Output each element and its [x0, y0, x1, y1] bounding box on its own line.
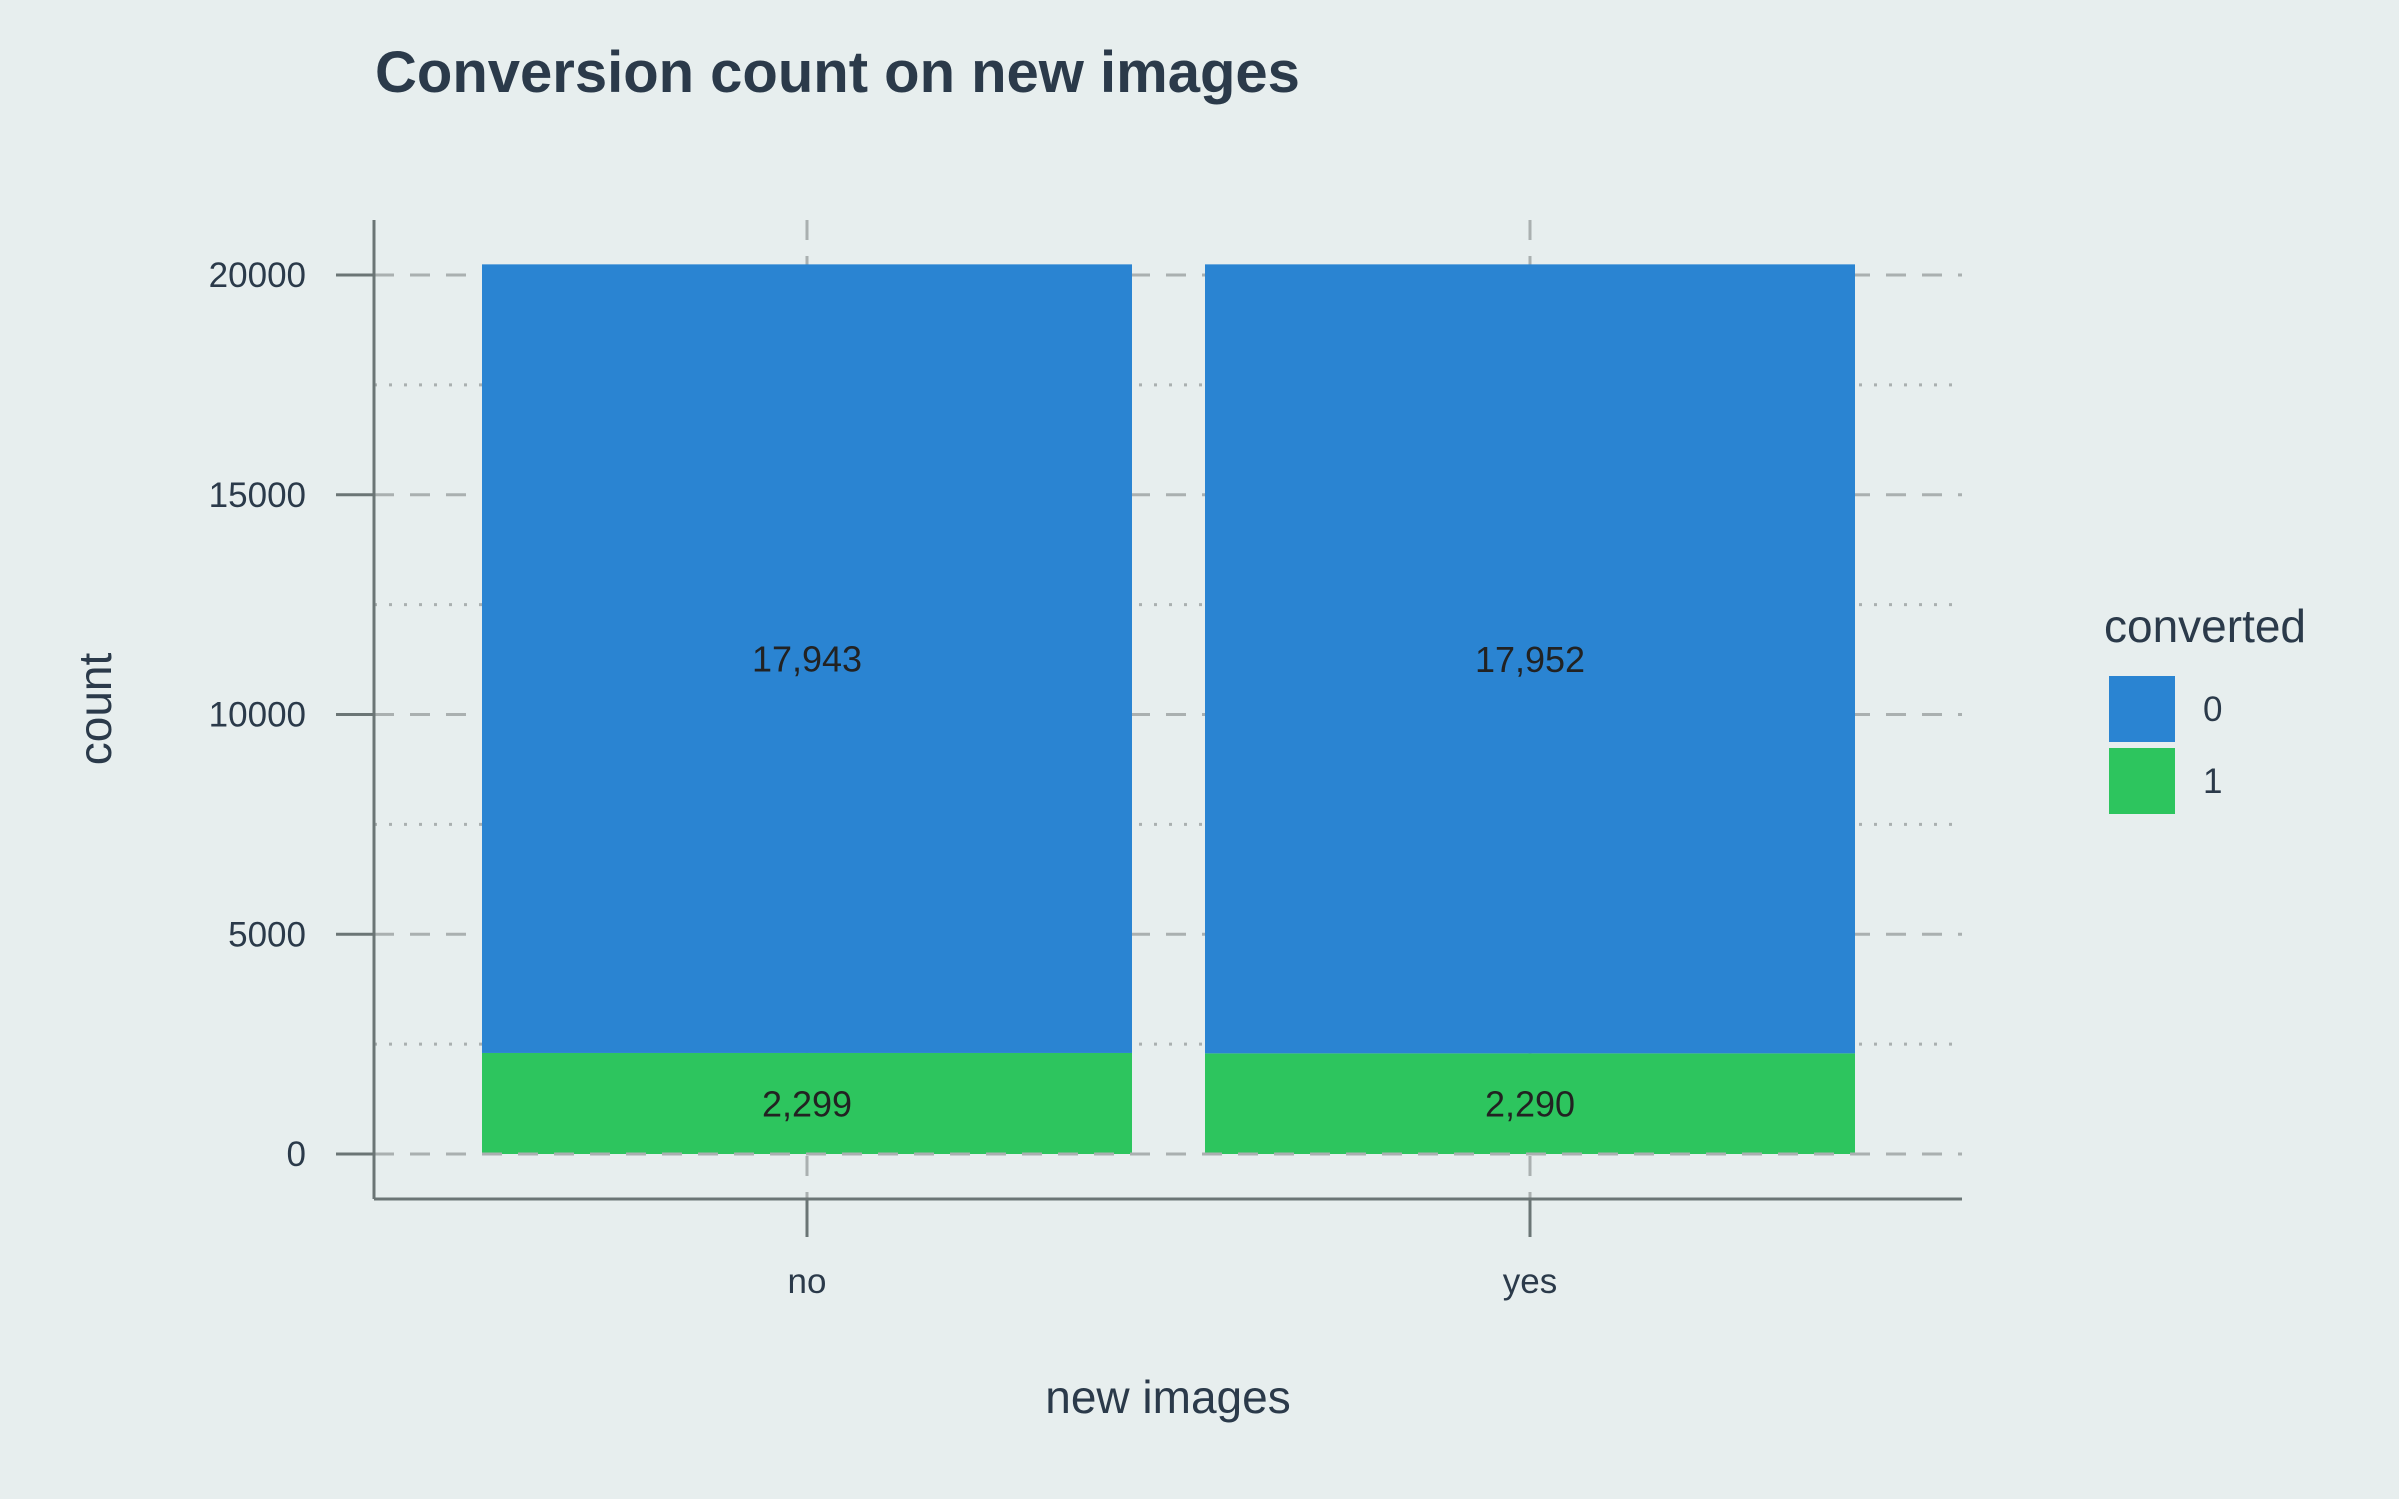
- y-tick-label: 10000: [209, 696, 306, 735]
- data-label: 2,299: [762, 1083, 852, 1124]
- y-axis-title: count: [69, 653, 121, 766]
- bar-no-converted-1: [482, 1052, 1132, 1154]
- legend-key-1: [2109, 748, 2175, 814]
- y-tick-label: 5000: [228, 915, 306, 954]
- x-tick-label: no: [788, 1262, 827, 1301]
- data-labels: 2,299 17,943 2,290 17,952: [752, 639, 1585, 1125]
- bar-yes-converted-1: [1205, 1053, 1855, 1154]
- bar-no-converted-0: [482, 264, 1132, 1053]
- x-tick-label: yes: [1503, 1262, 1557, 1301]
- legend-label-1: 1: [2203, 762, 2222, 801]
- axes: 0 5000 10000 15000 20000 no yes: [209, 220, 1962, 1301]
- data-label: 17,943: [752, 639, 862, 680]
- data-label: 17,952: [1475, 639, 1585, 680]
- x-axis-title: new images: [1045, 1371, 1290, 1423]
- legend-label-0: 0: [2203, 690, 2222, 729]
- y-tick-label: 15000: [209, 476, 306, 515]
- legend: converted 0 1: [2104, 600, 2306, 814]
- bars: [482, 264, 1855, 1154]
- y-tick-label: 0: [287, 1135, 306, 1174]
- data-label: 2,290: [1485, 1084, 1575, 1125]
- legend-key-0: [2109, 676, 2175, 742]
- legend-title: converted: [2104, 600, 2306, 652]
- y-tick-label: 20000: [209, 256, 306, 295]
- bar-yes-converted-0: [1205, 264, 1855, 1054]
- chart-title: Conversion count on new images: [375, 40, 1300, 105]
